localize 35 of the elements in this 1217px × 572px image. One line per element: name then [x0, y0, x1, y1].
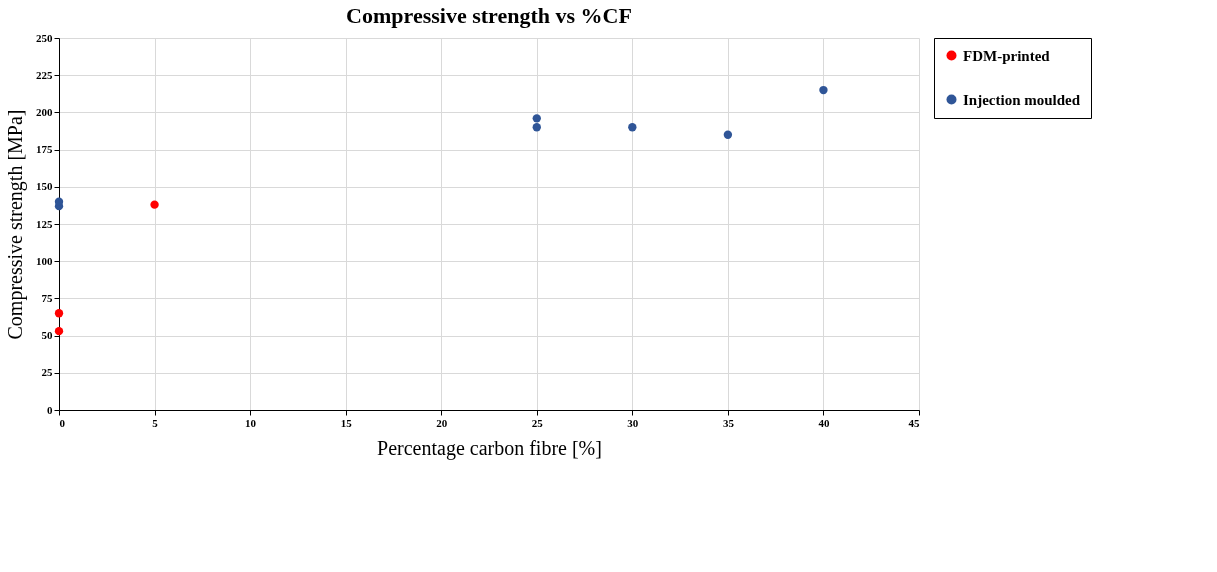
x-tick-label: 40 [818, 416, 830, 429]
y-tick-label: 225 [36, 68, 53, 81]
y-tick-label: 175 [36, 143, 53, 156]
y-tick-label: 200 [36, 105, 53, 118]
y-tick-label: 75 [41, 291, 53, 304]
x-tick-label: 30 [627, 416, 639, 429]
y-tick-label: 50 [41, 329, 53, 342]
y-tick-label: 250 [36, 31, 53, 44]
point [54, 326, 64, 336]
x-tick-label: 5 [152, 416, 159, 429]
y-tick-label: 100 [36, 254, 53, 267]
chart-title: Compressive strength vs %CF [346, 3, 632, 28]
x-tick-label: 35 [722, 416, 735, 429]
x-tick-label: 25 [531, 416, 544, 429]
x-tick-label: 15 [340, 416, 353, 429]
point [819, 85, 828, 95]
y-tick-label: 25 [41, 366, 53, 379]
point [628, 123, 637, 132]
x-tick-label: 10 [245, 416, 257, 429]
y-tick-label: 0 [47, 403, 53, 416]
point [723, 130, 733, 139]
point [532, 123, 541, 132]
point [150, 200, 159, 209]
x-axis-title: Percentage carbon fibre [%] [377, 436, 602, 460]
x-tick-label: 45 [908, 416, 920, 429]
point [54, 197, 64, 206]
point [54, 309, 64, 318]
legend-label: FDM-printed [963, 47, 1051, 64]
legend-label: Injection moulded [963, 91, 1081, 108]
x-tick-label: 0 [59, 416, 66, 429]
point [532, 114, 541, 123]
y-axis-title: Compressive strength [MPa] [4, 109, 27, 340]
y-tick-label: 150 [36, 180, 53, 193]
x-tick-label: 20 [436, 416, 448, 429]
y-tick-label: 125 [36, 217, 53, 230]
